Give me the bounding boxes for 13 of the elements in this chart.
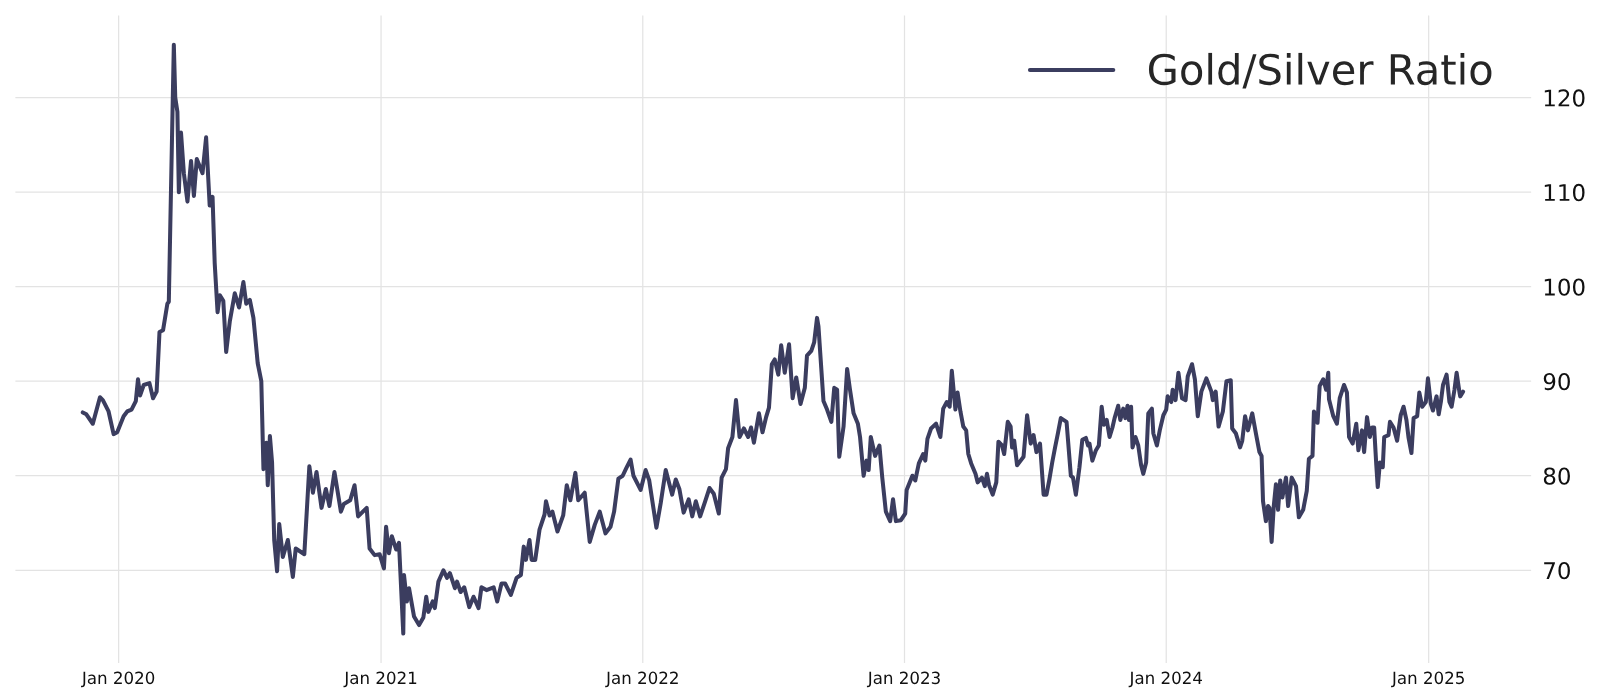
- y-tick-label: 70: [1544, 561, 1570, 580]
- x-tick-label: Jan 2025: [1391, 671, 1464, 688]
- x-tick-label: Jan 2020: [81, 671, 155, 688]
- y-tick-label: 90: [1543, 372, 1570, 391]
- x-tick-label: Jan 2022: [605, 671, 678, 688]
- legend-label: Gold/Silver Ratio: [1148, 52, 1492, 89]
- x-tick-label: Jan 2023: [866, 671, 940, 688]
- x-tick-label: Jan 2024: [1128, 671, 1202, 688]
- y-tick-label: 110: [1544, 183, 1585, 202]
- y-tick-label: 100: [1544, 278, 1585, 296]
- y-tick-label: 80: [1543, 467, 1570, 485]
- y-tick-label: 120: [1544, 89, 1585, 107]
- x-tick-label: Jan 2021: [343, 671, 417, 688]
